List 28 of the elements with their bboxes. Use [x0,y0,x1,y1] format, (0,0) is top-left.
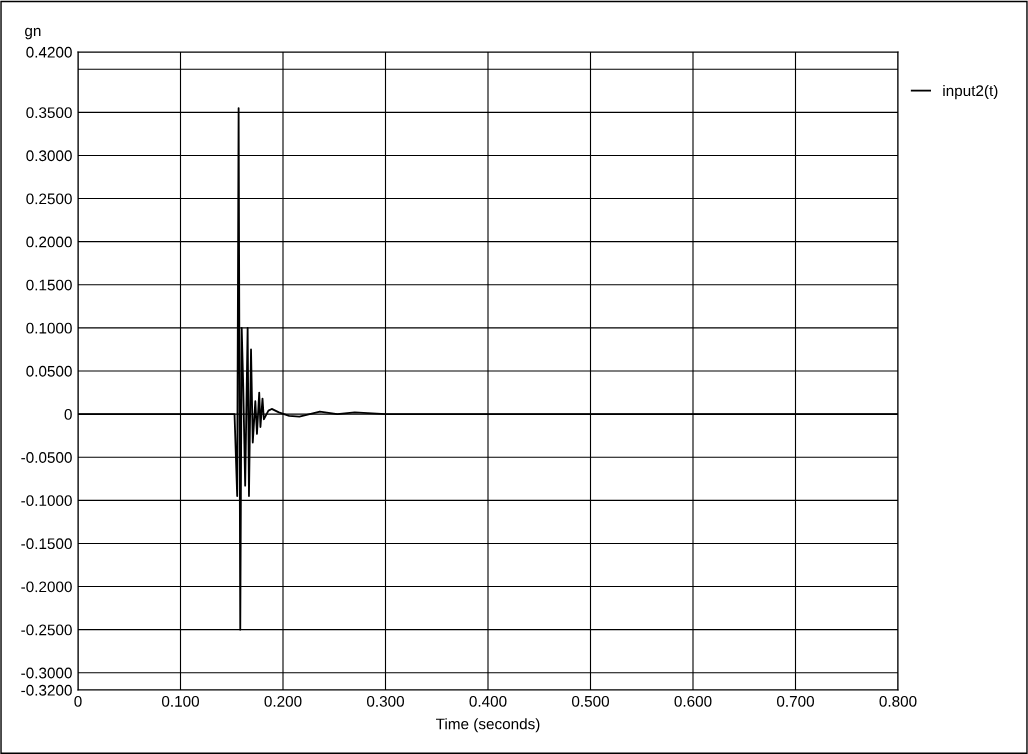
y-axis-title: gn [25,27,41,40]
x-tick-label: 0.400 [469,695,507,707]
y-tick-label: 0.2500 [26,193,72,205]
y-tick-label: 0.0500 [26,365,72,377]
y-tick-label: 0.4200 [26,46,72,58]
y-tick-label: 0.2000 [26,236,72,248]
y-tick-label: 0.3500 [26,107,72,119]
y-tick-label: -0.0500 [21,452,72,463]
x-tick-label: 0.300 [366,695,405,707]
x-tick-label: 0.700 [776,695,815,707]
x-tick-label: 0.100 [161,695,200,707]
x-axis-title: Time (seconds) [436,718,540,733]
x-tick-label: 0 [74,695,82,707]
y-tick-label: 0.1500 [26,279,72,291]
y-tick-label: 0 [64,408,72,420]
y-tick-label: 0.3000 [26,150,72,162]
y-tick-label: -0.1500 [21,538,72,550]
legend-label: input2(t) [943,84,998,100]
y-tick-label: -0.2000 [21,581,72,593]
x-tick-label: 0.500 [571,695,610,707]
x-tick-label: 0.600 [674,695,712,707]
y-tick-label: -0.1000 [21,495,72,507]
y-tick-label: 0.1000 [26,322,72,334]
y-tick-label: -0.2500 [21,624,72,636]
y-tick-label: -0.3200 [21,684,72,696]
y-tick-label: -0.3000 [21,667,72,679]
x-tick-label: 0.200 [264,695,302,707]
x-tick-label: 0.800 [879,695,917,707]
